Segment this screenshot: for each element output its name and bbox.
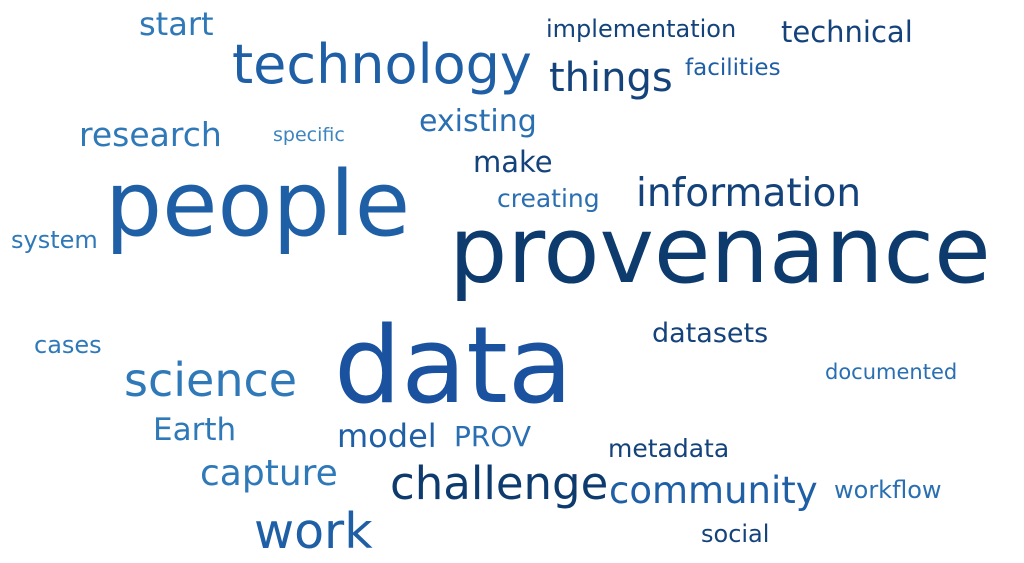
word-people: people [105, 152, 411, 257]
word-system: system [11, 226, 98, 254]
word-social: social [701, 520, 770, 548]
word-technical: technical [781, 15, 913, 49]
word-model: model [337, 417, 437, 455]
word-workflow: workflow [834, 476, 942, 504]
word-start: start [139, 5, 214, 43]
word-make: make [473, 145, 553, 179]
word-research: research [79, 115, 222, 154]
word-implementation: implementation [546, 15, 737, 43]
word-creating: creating [497, 184, 600, 213]
word-existing: existing [419, 104, 537, 139]
word-work: work [254, 503, 373, 560]
word-community: community [609, 469, 818, 512]
word-data: data [334, 304, 573, 427]
word-challenge: challenge [390, 457, 609, 510]
word-science: science [124, 353, 298, 407]
word-cases: cases [34, 331, 102, 359]
word-PROV: PROV [454, 420, 532, 453]
word-facilities: facilities [685, 55, 781, 81]
word-datasets: datasets [652, 318, 769, 349]
word-provenance: provenance [449, 197, 991, 304]
word-specific: specific [273, 124, 345, 146]
word-capture: capture [200, 453, 338, 494]
word-Earth: Earth [153, 412, 237, 448]
word-things: things [549, 55, 673, 101]
word-technology: technology [232, 33, 532, 96]
word-information: information [636, 171, 862, 216]
word-metadata: metadata [608, 434, 730, 463]
word-documented: documented [825, 360, 958, 384]
